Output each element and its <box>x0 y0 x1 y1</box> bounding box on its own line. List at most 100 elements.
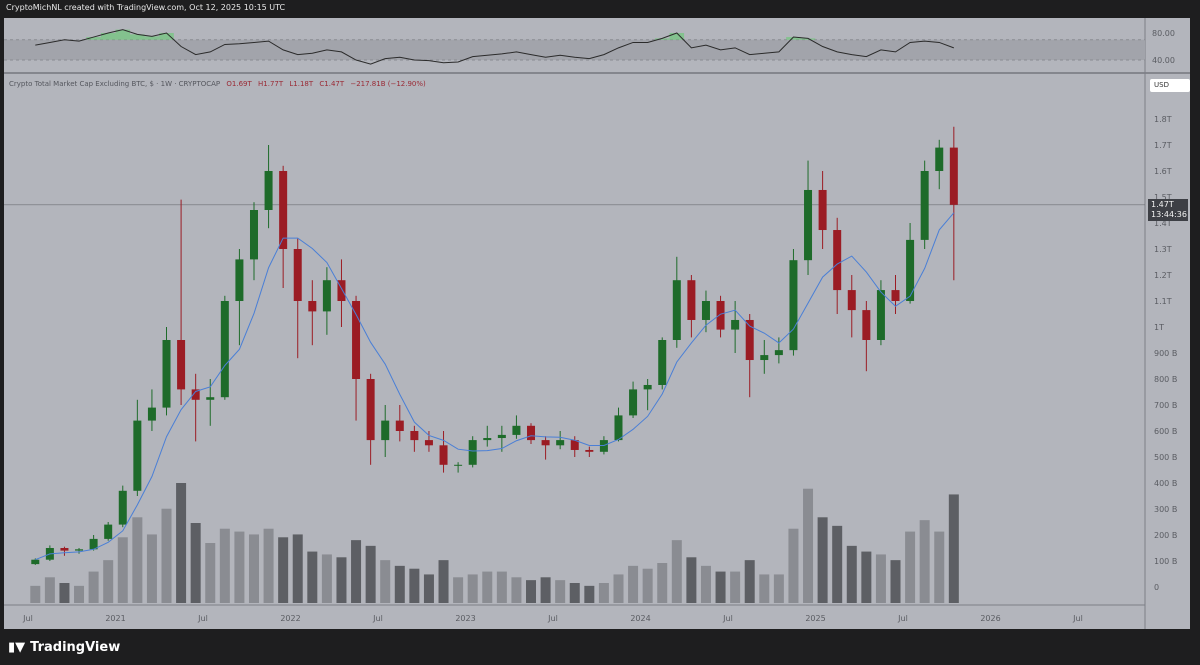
volume-bar <box>117 537 128 603</box>
candle <box>133 399 142 496</box>
volume-bar <box>234 531 245 603</box>
candle-body <box>701 301 710 320</box>
currency-button[interactable]: USD <box>1150 79 1190 92</box>
tradingview-logo[interactable]: ▮▼ TradingView <box>8 640 120 655</box>
volume-bar <box>700 565 711 603</box>
volume-bar <box>394 565 405 603</box>
candle-body <box>162 340 171 408</box>
candle-body <box>920 171 929 240</box>
rsi-band <box>4 39 1145 60</box>
candle-body <box>191 389 200 400</box>
candle <box>337 259 346 327</box>
volume-bar <box>875 554 886 603</box>
volume-bar <box>642 568 653 603</box>
candle-body <box>133 420 142 491</box>
volume-bar <box>686 557 697 603</box>
volume-bar <box>832 525 843 603</box>
rsi-line <box>35 29 955 65</box>
time-tick-label: 2024 <box>630 614 650 623</box>
candle <box>439 431 448 473</box>
candle-body <box>935 147 944 171</box>
candle <box>322 267 331 335</box>
rsi-overbought-fill <box>100 33 116 40</box>
candle <box>468 436 477 468</box>
time-tick-label: Jul <box>897 614 908 623</box>
volume-bar <box>817 517 828 603</box>
chart-svg[interactable]: 80.00 40.00 1.8T 1.7T 1.6T 1.5T 1.4T 1.3T 1.2T 1.… <box>4 18 1190 629</box>
volume-bar <box>934 531 945 603</box>
candle-body <box>804 189 813 261</box>
volume-bar <box>496 571 507 603</box>
candle <box>891 275 900 314</box>
price-tick-label: 900 B <box>1154 349 1177 358</box>
volume-bar <box>555 580 566 603</box>
candle <box>760 340 769 374</box>
volume-bar <box>132 517 143 603</box>
last-price-tag: 1.47T 13:44:36 <box>1148 199 1188 221</box>
volume-bar <box>657 563 668 603</box>
candle <box>410 425 419 452</box>
candle-body <box>454 464 463 466</box>
candle-body <box>118 490 127 525</box>
candle <box>818 171 827 249</box>
candle <box>235 249 244 346</box>
price-change: −217.81B (−12.90%) <box>350 80 426 88</box>
candle-body <box>75 549 84 551</box>
candle-body <box>337 280 346 301</box>
candle <box>264 145 273 229</box>
candle <box>862 301 871 372</box>
candle <box>395 405 404 442</box>
candle <box>60 546 69 556</box>
volume-bar <box>219 528 230 603</box>
candle <box>541 436 550 460</box>
candle-body <box>614 415 623 441</box>
chart-panel[interactable]: 80.00 40.00 1.8T 1.7T 1.6T 1.5T 1.4T 1.3T 1.2T 1.… <box>4 18 1190 629</box>
volume-bar <box>905 531 916 603</box>
time-tick-label: 2026 <box>980 614 1000 623</box>
candle <box>293 238 302 359</box>
price-tick-label: 1.7T <box>1154 141 1172 150</box>
candle <box>716 295 725 338</box>
candle <box>833 217 842 314</box>
candle <box>920 160 929 249</box>
candle-body <box>249 210 258 260</box>
candle <box>89 535 98 551</box>
candle <box>366 373 375 465</box>
candle-body <box>745 319 754 361</box>
price-tick-label: 1.2T <box>1154 271 1172 280</box>
candle-body <box>716 301 725 330</box>
candle-body <box>264 171 273 210</box>
candle-body <box>672 280 681 340</box>
candle-body <box>483 438 492 441</box>
candle <box>643 379 652 411</box>
candle <box>774 337 783 364</box>
candle-body <box>876 290 885 340</box>
volume-bar <box>74 585 85 603</box>
time-tick-label: Jul <box>547 614 558 623</box>
rsi-tick-label: 80.00 <box>1152 29 1175 38</box>
candle-body <box>687 280 696 320</box>
candle <box>162 327 171 416</box>
volume-bar <box>59 583 70 603</box>
candle <box>454 462 463 473</box>
chart-credit: CryptoMichNL created with TradingView.co… <box>6 3 286 12</box>
volume-bar <box>292 534 303 603</box>
last-price: 1.47T <box>1151 200 1174 209</box>
candle-body <box>439 445 448 465</box>
candle <box>629 381 638 418</box>
volume-bar <box>569 583 580 603</box>
candle <box>104 522 113 541</box>
rsi-overbought-fill <box>115 29 131 40</box>
volume-bar <box>103 560 114 603</box>
volume-bar <box>176 483 187 603</box>
time-tick-label: Jul <box>722 614 733 623</box>
volume-bar <box>584 585 595 603</box>
candle-body <box>206 397 215 400</box>
volume-bar <box>671 540 682 603</box>
price-tick-label: 500 B <box>1154 453 1177 462</box>
price-tick-label: 1.1T <box>1154 297 1172 306</box>
candle <box>687 275 696 338</box>
candle-body <box>774 350 783 356</box>
candle <box>731 301 740 353</box>
candle-body <box>862 310 871 340</box>
